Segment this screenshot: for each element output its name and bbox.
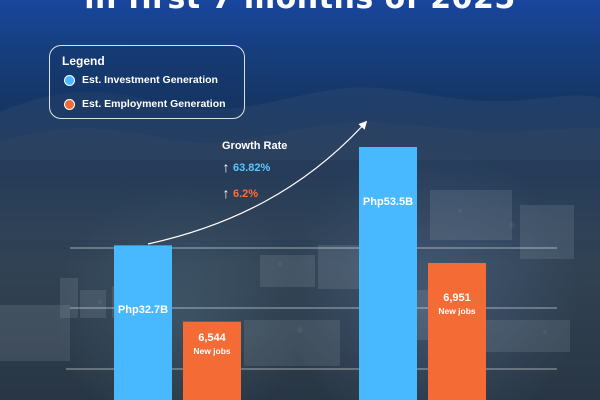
employment-bar bbox=[183, 321, 241, 400]
chart-data-labels: Php32.7B Php53.5B 6,544 New jobs 6,951 New jo… bbox=[118, 196, 476, 356]
employment-growth-rate: ↑ 6.2% bbox=[221, 185, 259, 201]
investment-legend-swatch bbox=[64, 74, 75, 86]
legend-box: Legend Est. Investment Generation Est. E… bbox=[49, 45, 245, 119]
investment-bar bbox=[114, 245, 172, 400]
employment-bar-value-label: 6,544 bbox=[198, 332, 226, 344]
investment-bar bbox=[359, 147, 417, 400]
legend-item-employment: Est. Employment Generation bbox=[64, 98, 226, 110]
page-title: in first 7 months of 2025 bbox=[0, 0, 600, 16]
investment-bar-value-label: Php53.5B bbox=[363, 196, 413, 208]
chart-bars bbox=[114, 147, 486, 400]
employment-bar-sublabel: New jobs bbox=[438, 306, 476, 316]
employment-bar-value-label: 6,951 bbox=[443, 292, 471, 304]
investment-bar-value-label: Php32.7B bbox=[118, 304, 168, 316]
up-arrow-icon: ↑ bbox=[222, 159, 230, 175]
investment-legend-label: Est. Investment Generation bbox=[82, 74, 218, 86]
legend-title: Legend bbox=[62, 54, 105, 68]
employment-legend-label: Est. Employment Generation bbox=[82, 98, 226, 110]
growth-trend-arrow bbox=[147, 120, 368, 245]
up-arrow-icon: ↑ bbox=[222, 185, 230, 201]
investment-growth-rate: ↑ 63.82% bbox=[221, 159, 271, 175]
employment-growth-value: 6.2% bbox=[233, 187, 259, 200]
legend-item-investment: Est. Investment Generation bbox=[64, 74, 218, 86]
growth-rate-label: Growth Rate bbox=[222, 140, 288, 152]
investment-growth-value: 63.82% bbox=[233, 161, 271, 174]
employment-bar-sublabel: New jobs bbox=[193, 346, 231, 356]
employment-bar bbox=[428, 263, 486, 400]
employment-legend-swatch bbox=[64, 98, 75, 110]
